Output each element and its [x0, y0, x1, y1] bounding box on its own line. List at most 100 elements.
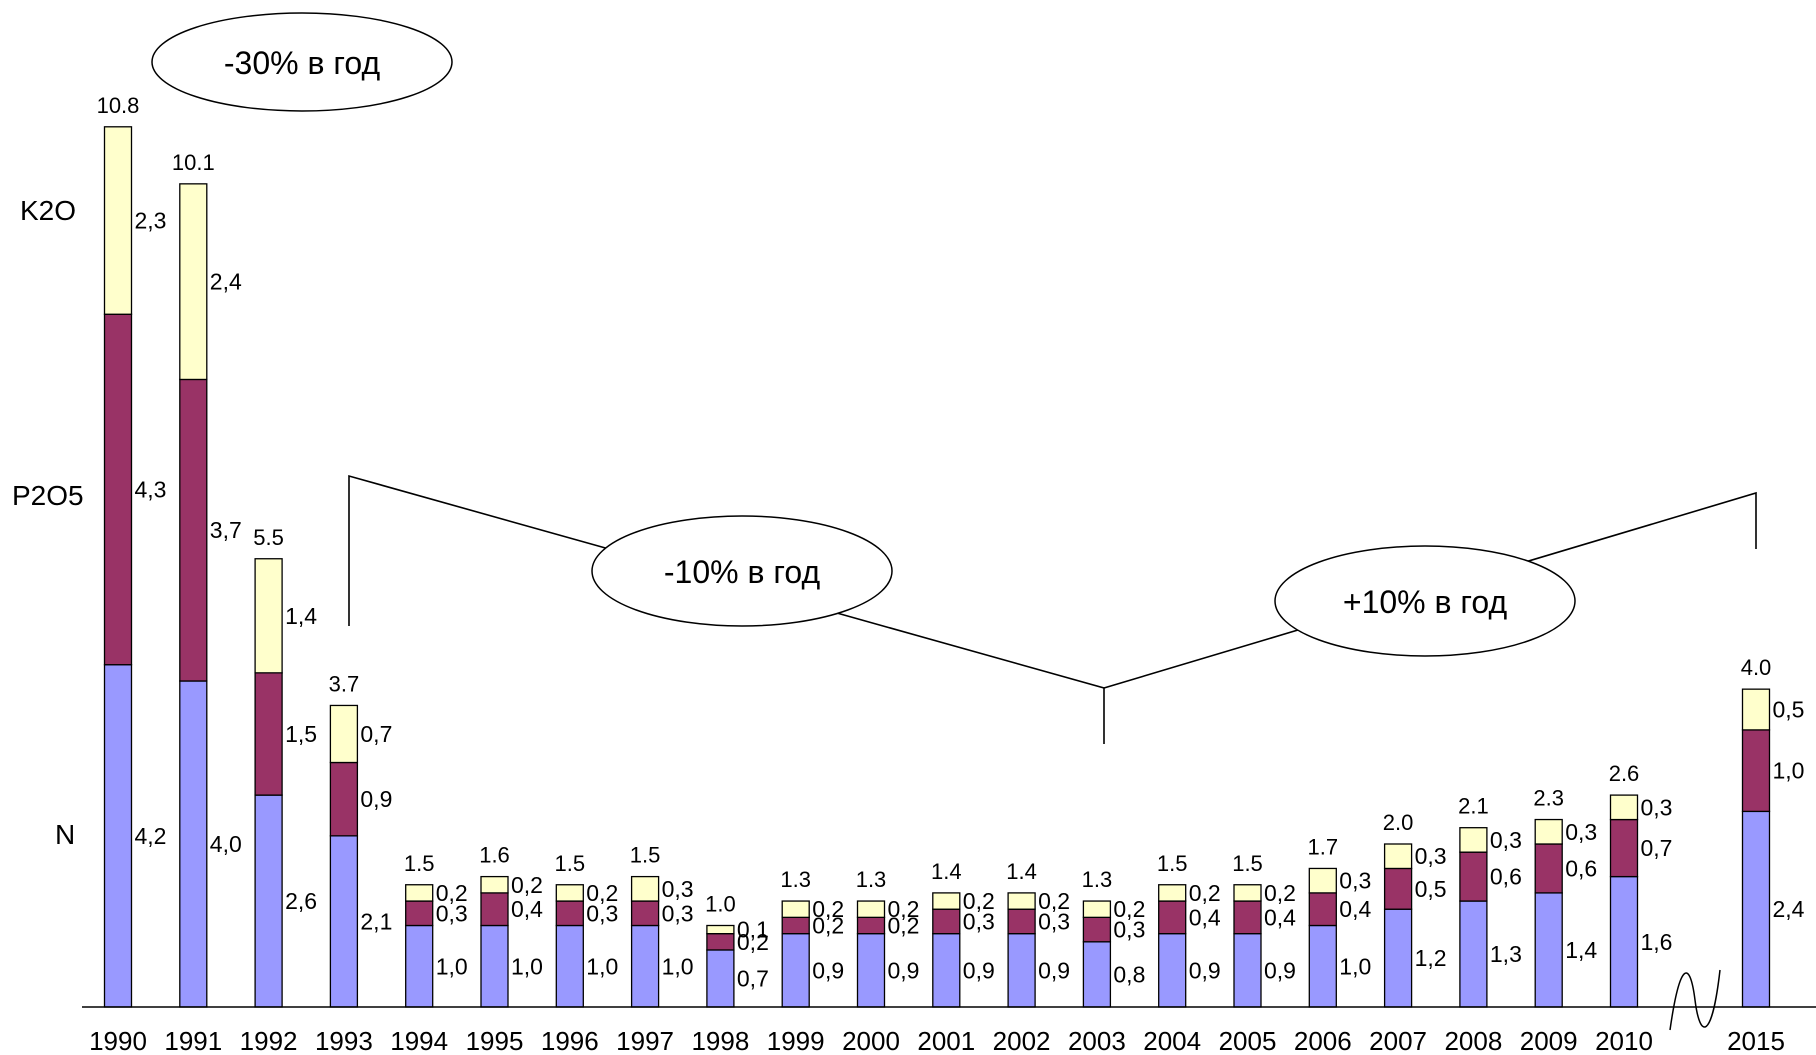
value-label-n-1990: 4,2 — [135, 823, 167, 849]
bar-segment-k2o-1993 — [329, 704, 359, 764]
bar-segment-n-2007 — [1383, 908, 1413, 1008]
bar-segment-p2o5-1994 — [405, 900, 434, 927]
total-label-1995: 1.6 — [479, 843, 510, 868]
year-label-2002: 2002 — [993, 1026, 1051, 1055]
value-label-p2o5-1993: 0,9 — [360, 786, 392, 812]
bar-segment-k2o-2015 — [1741, 688, 1771, 731]
total-label-1990: 10.8 — [97, 93, 140, 118]
bar-segment-n-2010 — [1609, 875, 1639, 1008]
bar-segment-p2o5-2006 — [1308, 892, 1337, 927]
year-label-2005: 2005 — [1219, 1026, 1277, 1055]
bar-segment-n-2002 — [1007, 933, 1036, 1008]
bar-segment-p2o5-1998 — [706, 933, 735, 951]
value-label-k2o-2008: 0,3 — [1490, 827, 1522, 853]
value-label-k2o-1995: 0,2 — [511, 872, 543, 898]
bar-segment-k2o-1994 — [405, 884, 434, 902]
bar-segment-p2o5-2001 — [932, 908, 961, 935]
data-labels: 4,2 4,3 2,3 10.8 1990 4,0 3,7 2,4 10.1 1991 2,6 1,5… — [89, 93, 1805, 1055]
bar-segment-n-2005 — [1233, 933, 1262, 1008]
bar-segment-k2o-2009 — [1534, 818, 1563, 845]
value-label-k2o-2000: 0,2 — [888, 896, 920, 922]
value-label-n-1998: 0,7 — [737, 965, 769, 991]
bar-segment-n-2004 — [1158, 933, 1187, 1008]
bar-segment-n-2001 — [932, 933, 961, 1008]
value-label-p2o5-2007: 0,5 — [1415, 876, 1447, 902]
bar-segment-k2o-2002 — [1007, 892, 1036, 910]
year-label-1996: 1996 — [541, 1026, 599, 1055]
bar-segment-p2o5-2008 — [1459, 851, 1488, 902]
bar-segment-k2o-2008 — [1459, 827, 1488, 853]
bar-segment-k2o-2004 — [1158, 884, 1187, 902]
value-label-p2o5-2008: 0,6 — [1490, 864, 1522, 890]
bar-segment-p2o5-1992 — [254, 672, 283, 796]
bar-segment-k2o-2005 — [1233, 884, 1262, 902]
total-label-2005: 1.5 — [1232, 851, 1263, 876]
bar-segment-n-2008 — [1459, 900, 1488, 1008]
bar-segment-n-2000 — [856, 933, 886, 1008]
value-label-p2o5-2001: 0,3 — [963, 908, 995, 934]
total-label-2015: 4.0 — [1741, 655, 1772, 680]
bar-segment-n-1993 — [329, 835, 359, 1008]
legend: K2O P2O5 N — [12, 195, 84, 850]
bar-segment-n-1990 — [103, 664, 133, 1008]
value-label-p2o5-1997: 0,3 — [662, 900, 694, 926]
value-label-p2o5-2003: 0,3 — [1113, 917, 1145, 943]
year-label-1994: 1994 — [390, 1026, 448, 1055]
value-label-k2o-1996: 0,2 — [586, 880, 618, 906]
bar-segment-n-1995 — [480, 924, 509, 1008]
year-label-2008: 2008 — [1444, 1026, 1502, 1055]
value-label-n-2015: 2,4 — [1773, 896, 1805, 922]
bar-segment-p2o5-1999 — [781, 916, 810, 935]
total-label-1997: 1.5 — [630, 843, 661, 868]
total-label-1991: 10.1 — [172, 150, 215, 175]
bar-segment-p2o5-1995 — [480, 892, 509, 927]
value-label-n-2004: 0,9 — [1189, 957, 1221, 983]
bar-segment-p2o5-2015 — [1741, 729, 1771, 813]
bar-segment-k2o-2000 — [856, 900, 886, 918]
year-label-2003: 2003 — [1068, 1026, 1126, 1055]
value-label-p2o5-1990: 4,3 — [135, 476, 167, 502]
value-label-k2o-2003: 0,2 — [1113, 896, 1145, 922]
value-label-k2o-1992: 1,4 — [285, 603, 317, 629]
bar-segment-p2o5-2010 — [1609, 818, 1639, 878]
value-label-n-1999: 0,9 — [812, 957, 844, 983]
value-label-p2o5-1998: 0,2 — [737, 929, 769, 955]
annotation-growth-10: +10% в год — [1343, 584, 1508, 620]
year-label-1992: 1992 — [240, 1026, 298, 1055]
bar-segment-p2o5-1996 — [555, 900, 584, 927]
total-label-1996: 1.5 — [555, 851, 586, 876]
bar-segment-p2o5-1993 — [329, 761, 359, 837]
bar-segment-k2o-1997 — [630, 875, 660, 902]
bar-segment-p2o5-2003 — [1082, 916, 1112, 943]
annotation-decline-30: -30% в год — [224, 45, 381, 81]
annotation-ellipse-growth-10 — [1274, 545, 1576, 657]
total-label-2003: 1.3 — [1082, 867, 1113, 892]
value-label-n-2005: 0,9 — [1264, 957, 1296, 983]
value-label-n-2010: 1,6 — [1641, 929, 1673, 955]
bar-segment-k2o-1996 — [555, 884, 584, 902]
legend-label-p2o5: P2O5 — [12, 480, 84, 511]
value-label-k2o-1993: 0,7 — [360, 721, 392, 747]
bar-segment-p2o5-1991 — [179, 378, 208, 682]
total-label-2010: 2.6 — [1609, 761, 1640, 786]
bar-segment-n-1996 — [555, 924, 584, 1008]
total-label-2007: 2.0 — [1383, 810, 1414, 835]
bar-segment-n-2015 — [1741, 810, 1771, 1008]
year-label-1999: 1999 — [767, 1026, 825, 1055]
bar-segment-k2o-1990 — [103, 126, 133, 315]
year-label-1993: 1993 — [315, 1026, 373, 1055]
value-label-k2o-2006: 0,3 — [1339, 868, 1371, 894]
bar-segment-k2o-1999 — [781, 900, 810, 918]
annotation-ellipse-decline-10 — [591, 515, 893, 627]
year-label-1991: 1991 — [164, 1026, 222, 1055]
value-label-k2o-1999: 0,2 — [812, 896, 844, 922]
year-label-1998: 1998 — [691, 1026, 749, 1055]
value-label-k2o-2002: 0,2 — [1038, 888, 1070, 914]
bar-segment-n-1994 — [405, 924, 434, 1008]
bar-segment-k2o-2003 — [1082, 900, 1112, 918]
value-label-n-2008: 1,3 — [1490, 941, 1522, 967]
value-label-n-2006: 1,0 — [1339, 953, 1371, 979]
annotation-ellipse-decline-30 — [151, 12, 453, 112]
value-label-n-2009: 1,4 — [1565, 937, 1597, 963]
total-label-2008: 2.1 — [1458, 794, 1489, 819]
